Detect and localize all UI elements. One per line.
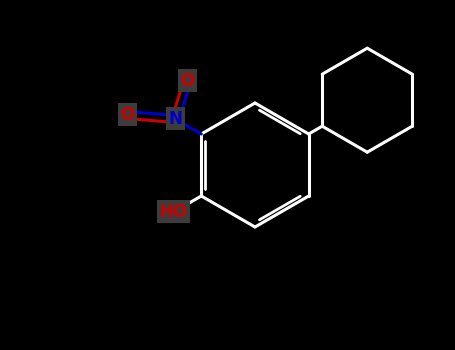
Text: N: N: [168, 110, 182, 128]
Text: O: O: [180, 72, 194, 90]
Text: O: O: [120, 106, 134, 124]
Text: HO: HO: [160, 203, 187, 221]
